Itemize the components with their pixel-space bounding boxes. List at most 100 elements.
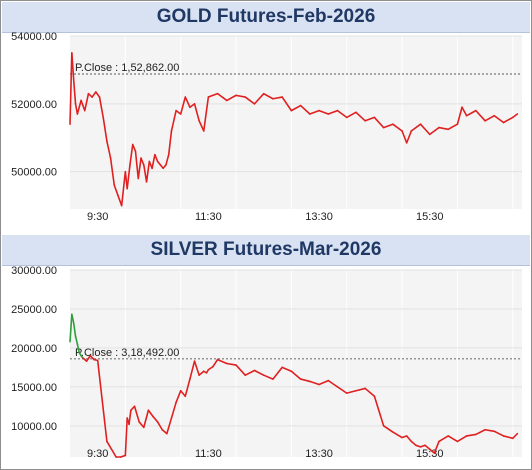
gold-price-segment <box>184 96 191 109</box>
gold-price-segment <box>202 96 210 132</box>
gold-price-segment <box>134 150 140 180</box>
silver-price-segment <box>106 440 117 458</box>
gold-price-segment <box>207 92 219 98</box>
silver-price-segment <box>161 428 168 435</box>
silver-price-segment <box>212 358 219 368</box>
silver-price-segment <box>82 357 88 362</box>
silver-price-segment <box>327 379 339 388</box>
silver-price-segment <box>76 343 81 354</box>
gold-price-segment <box>484 114 496 122</box>
silver-price-segment <box>336 386 348 394</box>
gold-price-segment <box>193 103 200 122</box>
gold-ytick-label: 50000.00 <box>11 167 57 179</box>
gold-price-segment <box>87 92 93 98</box>
silver-price-segment <box>456 435 468 443</box>
gold-price-segment <box>405 130 413 144</box>
silver-price-segment <box>71 313 75 324</box>
silver-price-segment <box>438 435 450 443</box>
silver-price-segment <box>74 335 79 345</box>
silver-price-segment <box>475 428 486 436</box>
gold-price-segment <box>493 114 505 124</box>
silver-price-segment <box>447 435 459 443</box>
silver-price-segment <box>345 389 357 394</box>
silver-price-segment <box>272 366 283 380</box>
silver-price-segment <box>299 378 311 383</box>
gold-price-segment <box>318 109 330 115</box>
silver-chart-title: SILVER Futures-Mar-2026 <box>2 235 530 266</box>
gold-xtick-label: 11:30 <box>195 211 222 223</box>
gold-price-segment <box>71 52 75 81</box>
gold-price-segment <box>76 99 82 115</box>
silver-price-plot: 10000.00 15000.00 20000.00 25000.00 30000.00… <box>11 265 522 460</box>
silver-price-segment <box>85 354 92 362</box>
silver-price-segment <box>484 428 496 433</box>
gold-price-segment <box>456 106 463 125</box>
gold-price-segment <box>137 157 142 180</box>
silver-price-segment <box>405 435 413 443</box>
gold-price-segment <box>401 130 408 144</box>
silver-price-segment <box>309 380 320 386</box>
gold-price-segment <box>102 116 108 142</box>
gold-price-segment <box>165 153 170 166</box>
gold-price-segment <box>511 113 519 119</box>
gold-price-segment <box>355 111 366 122</box>
gold-price-segment <box>154 153 159 163</box>
silver-price-segment <box>465 433 477 437</box>
gold-price-segment <box>226 94 237 102</box>
gold-price-segment <box>438 126 450 131</box>
gold-price-segment <box>216 92 228 102</box>
silver-price-segment <box>69 313 73 343</box>
gold-price-segment <box>262 92 274 100</box>
gold-price-segment <box>281 96 293 112</box>
gold-price-segment <box>244 96 256 105</box>
silver-price-segment <box>318 379 330 386</box>
gold-xtick-label: 15:30 <box>416 211 444 223</box>
silver-price-segment <box>382 425 394 433</box>
gold-price-segment <box>410 123 422 132</box>
silver-price-segment <box>72 322 77 338</box>
silver-price-segment <box>235 364 247 376</box>
gold-price-segment <box>175 109 182 115</box>
silver-price-segment <box>179 389 187 398</box>
silver-price-segment <box>401 435 408 439</box>
gold-price-segment <box>428 126 440 136</box>
gold-price-segment <box>83 92 90 112</box>
silver-price-segment <box>96 359 108 443</box>
gold-price-segment <box>382 123 394 129</box>
silver-price-segment <box>253 369 265 376</box>
silver-price-segment <box>493 430 505 437</box>
silver-chart-panel: SILVER Futures-Mar-2026 10000.00 15000.00… <box>2 235 530 468</box>
gold-price-segment <box>126 164 131 190</box>
gold-price-segment <box>69 52 73 125</box>
silver-price-segment <box>415 444 422 448</box>
gold-price-segment <box>309 109 320 115</box>
gold-price-segment <box>95 91 101 98</box>
silver-plot-area <box>70 270 522 457</box>
gold-ytick-label: 52000.00 <box>11 99 57 111</box>
gold-price-segment <box>179 96 187 115</box>
silver-price-segment <box>244 369 256 376</box>
gold-price-segment <box>106 140 112 159</box>
silver-price-segment <box>392 431 403 439</box>
gold-price-segment <box>465 109 477 117</box>
silver-price-segment <box>198 370 205 376</box>
gold-price-segment <box>170 109 177 132</box>
gold-price-segment <box>72 79 77 105</box>
silver-price-segment <box>364 387 376 398</box>
gold-price-segment <box>145 160 151 183</box>
silver-price-segment <box>147 409 154 418</box>
silver-price-segment <box>133 405 140 423</box>
silver-price-segment <box>428 448 436 454</box>
silver-price-segment <box>166 417 173 435</box>
gold-price-segment <box>272 96 283 100</box>
silver-price-segment <box>226 362 237 366</box>
gold-price-segment <box>189 103 196 109</box>
gold-price-segment <box>167 130 173 156</box>
gold-price-segment <box>109 157 116 187</box>
silver-price-segment <box>207 365 214 371</box>
silver-price-segment <box>433 440 440 454</box>
silver-price-segment <box>152 415 159 423</box>
silver-price-segment <box>410 440 417 447</box>
silver-price-segment <box>138 421 145 429</box>
silver-price-segment <box>156 421 164 431</box>
